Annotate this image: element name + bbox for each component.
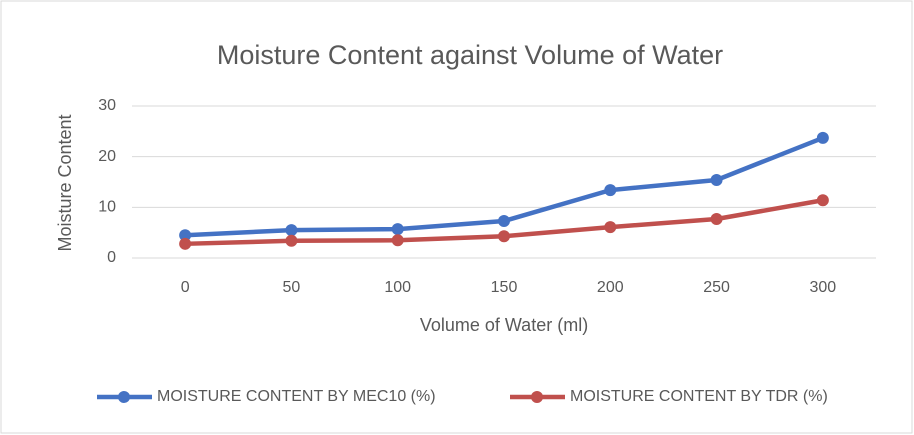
legend-label: MOISTURE CONTENT BY TDR (%) xyxy=(570,388,828,405)
x-tick-label: 100 xyxy=(384,279,411,296)
data-point xyxy=(179,237,192,250)
data-point xyxy=(498,230,510,243)
x-tick-label: 150 xyxy=(491,279,518,296)
data-point xyxy=(391,234,404,247)
x-tick-label: 50 xyxy=(283,279,301,296)
legend-swatch-marker xyxy=(531,391,543,403)
data-point xyxy=(285,224,298,237)
data-point xyxy=(391,223,404,236)
data-point xyxy=(604,184,617,197)
data-point xyxy=(285,234,298,247)
data-point xyxy=(604,221,617,234)
x-tick-label: 250 xyxy=(703,279,730,296)
y-tick-label: 30 xyxy=(98,97,116,114)
y-tick-label: 10 xyxy=(98,199,116,216)
y-tick-label: 0 xyxy=(107,249,116,266)
x-tick-label: 200 xyxy=(597,279,624,296)
data-point xyxy=(710,173,723,186)
chart-title: Moisture Content against Volume of Water xyxy=(217,40,723,70)
x-axis-label: Volume of Water (ml) xyxy=(420,315,588,335)
data-point xyxy=(710,212,723,225)
data-point xyxy=(816,131,829,144)
x-tick-label: 0 xyxy=(181,279,190,296)
y-axis-label: Moisture Content xyxy=(55,114,75,251)
y-tick-label: 20 xyxy=(98,148,116,165)
legend-label: MOISTURE CONTENT BY MEC10 (%) xyxy=(157,388,436,405)
data-point xyxy=(179,229,192,242)
data-point xyxy=(498,215,510,228)
data-point xyxy=(816,194,829,207)
x-tick-label: 300 xyxy=(810,279,837,296)
legend-swatch-marker xyxy=(118,391,130,403)
